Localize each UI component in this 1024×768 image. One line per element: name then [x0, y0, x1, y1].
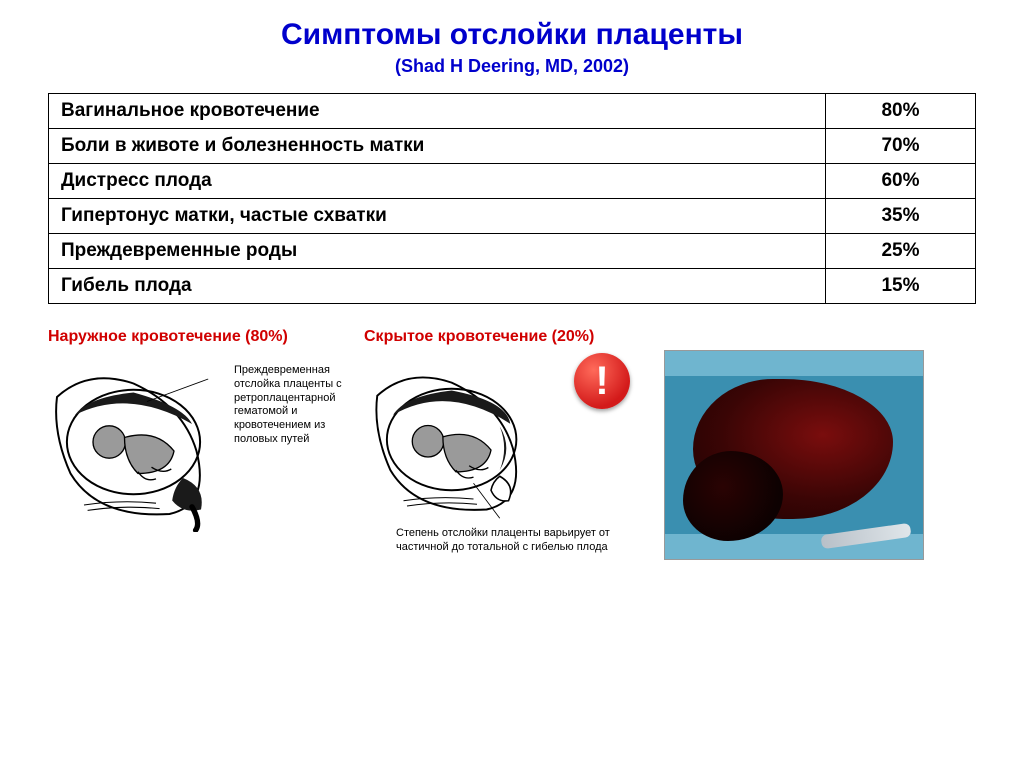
diagram-left-heading: Наружное кровотечение (80%) — [48, 328, 348, 346]
percent-cell: 15% — [826, 269, 976, 304]
symptom-cell: Дистресс плода — [49, 164, 826, 199]
page-title: Симптомы отслойки плаценты — [48, 18, 976, 52]
page-subtitle: (Shad H Deering, MD, 2002) — [48, 56, 976, 77]
diagram-concealed-bleeding: Скрытое кровотечение (20%) Степень отсло… — [356, 328, 656, 555]
fetus-external-svg — [48, 352, 228, 532]
percent-cell: 35% — [826, 199, 976, 234]
symptom-cell: Гипертонус матки, частые схватки — [49, 199, 826, 234]
table-row: Вагинальное кровотечение80% — [49, 94, 976, 129]
fetus-concealed-svg — [356, 352, 556, 527]
symptom-cell: Вагинальное кровотечение — [49, 94, 826, 129]
diagram-external-bleeding: Наружное кровотечение (80%) — [48, 328, 348, 532]
percent-cell: 70% — [826, 129, 976, 164]
percent-cell: 80% — [826, 94, 976, 129]
symptom-cell: Боли в животе и болезненность матки — [49, 129, 826, 164]
symptom-cell: Преждевременные роды — [49, 234, 826, 269]
percent-cell: 25% — [826, 234, 976, 269]
diagram-right-heading: Скрытое кровотечение (20%) — [364, 328, 656, 346]
table-row: Преждевременные роды25% — [49, 234, 976, 269]
table-row: Дистресс плода60% — [49, 164, 976, 199]
diagram-right-caption: Степень отслойки плаценты варьирует от ч… — [396, 527, 616, 555]
placenta-photo — [664, 350, 924, 560]
symptoms-table: Вагинальное кровотечение80%Боли в животе… — [48, 93, 976, 304]
table-row: Гипертонус матки, частые схватки35% — [49, 199, 976, 234]
table-row: Гибель плода15% — [49, 269, 976, 304]
symptom-cell: Гибель плода — [49, 269, 826, 304]
percent-cell: 60% — [826, 164, 976, 199]
diagram-left-caption: Преждевременная отслойка плаценты с ретр… — [234, 364, 344, 447]
diagram-row: Наружное кровотечение (80%) — [48, 328, 976, 560]
table-row: Боли в животе и болезненность матки70% — [49, 129, 976, 164]
warning-icon — [574, 353, 630, 409]
